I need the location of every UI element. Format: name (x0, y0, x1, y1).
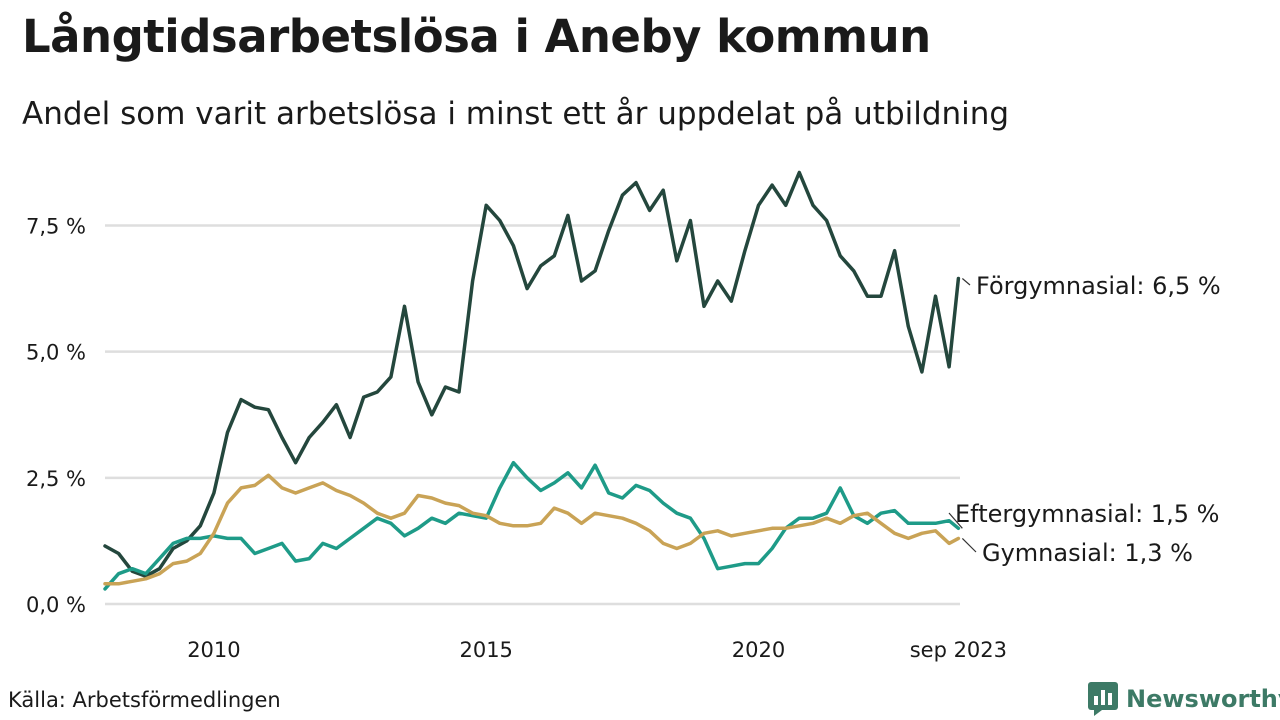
label-leader-line (961, 278, 971, 286)
y-tick-label: 0,0 % (26, 593, 86, 617)
label-leader-line (961, 537, 977, 553)
source-note: Källa: Arbetsförmedlingen (8, 688, 281, 712)
y-tick-label: 5,0 % (26, 341, 86, 365)
series-line-förgymnasial (103, 170, 961, 578)
x-tick-label: 2020 (732, 638, 785, 662)
label-leader-line (948, 512, 963, 529)
chart-title: Långtidsarbetslösa i Aneby kommun (22, 10, 931, 63)
chart-subtitle: Andel som varit arbetslösa i minst ett å… (22, 96, 1010, 132)
x-tick-label: 2010 (187, 638, 240, 662)
x-tick-label: 2015 (459, 638, 512, 662)
series-label-förgymnasial: Förgymnasial: 6,5 % (976, 272, 1221, 300)
x-tick-label: sep 2023 (910, 638, 1007, 662)
y-tick-label: 7,5 % (26, 215, 86, 239)
series-label-gymnasial: Gymnasial: 1,3 % (982, 539, 1193, 567)
y-tick-label: 2,5 % (26, 467, 86, 491)
bar-chart-icon (1088, 682, 1118, 716)
series-line-eftergymnasial (103, 460, 961, 591)
brand-name: Newsworthy (1126, 685, 1280, 713)
brand-logo: Newsworthy (1088, 682, 1280, 716)
series-line-gymnasial (103, 473, 961, 586)
series-label-eftergymnasial: Eftergymnasial: 1,5 % (955, 500, 1219, 528)
